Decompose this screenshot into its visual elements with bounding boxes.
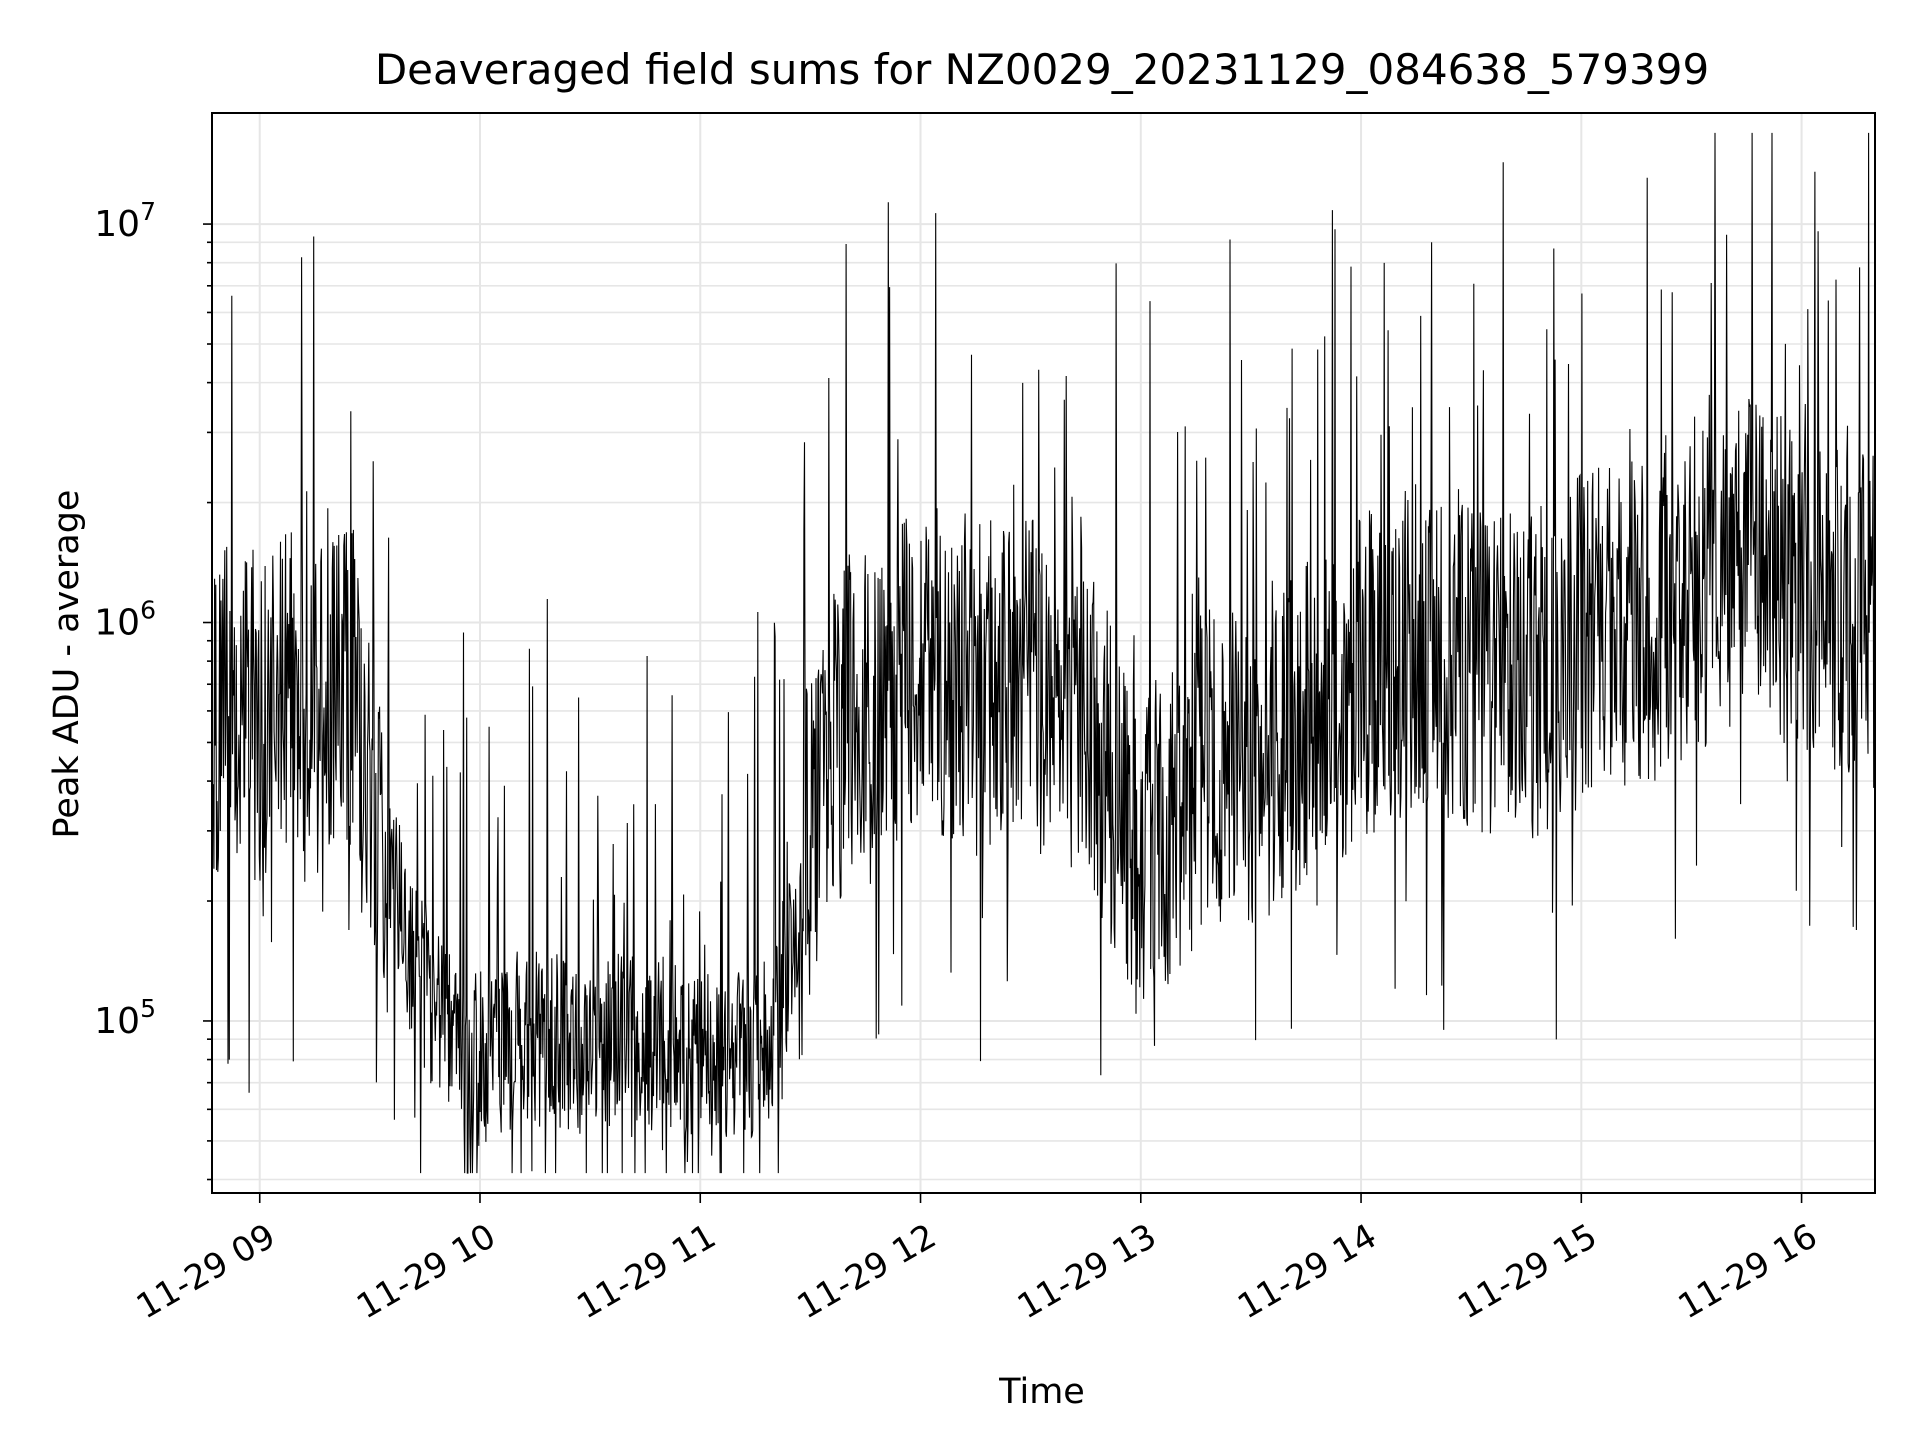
chart-title: Deaveraged field sums for NZ0029_2023112…	[375, 45, 1709, 94]
plot-frame	[211, 112, 1876, 1194]
x-tick-label: 11-29 14	[1231, 1216, 1383, 1327]
series-line	[211, 132, 1876, 1174]
x-tick-label: 11-29 15	[1451, 1216, 1603, 1327]
x-tick-label: 11-29 11	[570, 1216, 722, 1327]
y-tick-label: 107	[94, 197, 156, 245]
series-layer	[211, 132, 1876, 1174]
y-tick-label: 106	[94, 596, 156, 644]
x-tick-label: 11-29 10	[350, 1216, 502, 1327]
x-axis-label: Time	[998, 1372, 1085, 1412]
x-tick-label: 11-29 13	[1011, 1216, 1163, 1327]
x-tick-label: 11-29 09	[130, 1216, 282, 1327]
x-tick-label: 11-29 16	[1672, 1216, 1824, 1327]
y-axis-label: Peak ADU - average	[47, 490, 87, 839]
grid	[212, 113, 1875, 1193]
x-tick-label: 11-29 12	[791, 1216, 943, 1327]
y-tick-label: 105	[94, 994, 156, 1042]
